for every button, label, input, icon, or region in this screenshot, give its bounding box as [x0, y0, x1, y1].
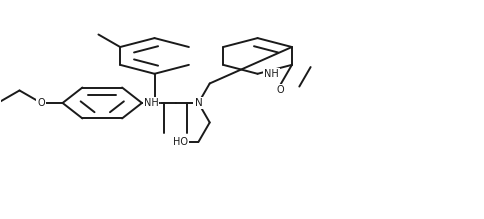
Text: S: S [172, 136, 179, 146]
Text: O: O [37, 98, 45, 108]
Text: NH: NH [143, 98, 158, 108]
Text: HO: HO [173, 137, 188, 147]
Text: N: N [194, 98, 202, 108]
Text: NH: NH [263, 69, 278, 79]
Text: O: O [276, 85, 284, 95]
